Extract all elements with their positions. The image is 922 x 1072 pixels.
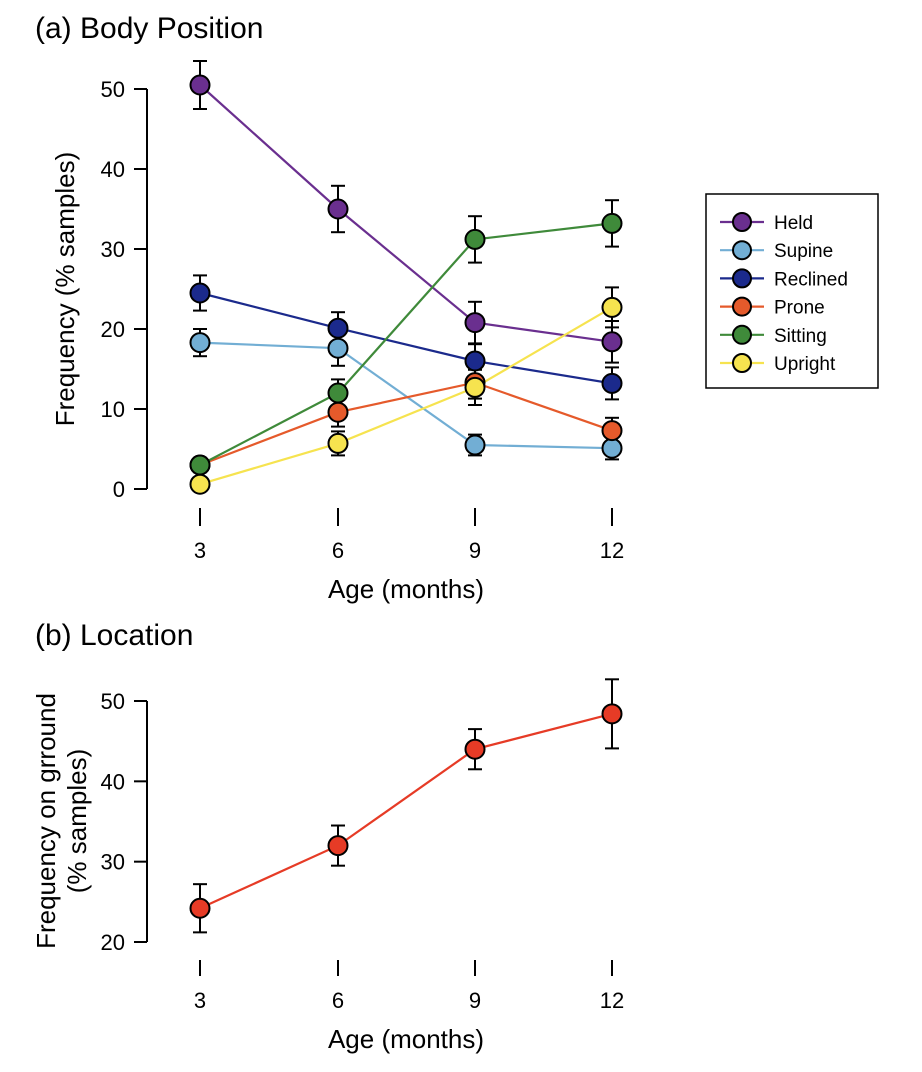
legend-marker [732, 324, 752, 345]
data-point-reclined [327, 317, 349, 339]
x-tick-label: 6 [332, 538, 344, 563]
y-tick-label: 50 [101, 689, 125, 714]
legend-item-held: Held [720, 212, 813, 234]
data-point [601, 703, 623, 725]
y-tick-label: 50 [101, 77, 125, 102]
y-tick-label: 10 [101, 397, 125, 422]
y-tick-label: 30 [101, 237, 125, 262]
data-point-supine [327, 337, 349, 359]
legend-label: Supine [774, 241, 833, 262]
data-point-prone [601, 420, 623, 442]
legend-item-prone: Prone [720, 296, 825, 319]
data-point-held [464, 312, 486, 334]
x-tick-label: 3 [194, 988, 206, 1013]
legend-item-supine: Supine [720, 240, 833, 262]
y-tick-label: 40 [101, 157, 125, 182]
data-point-upright [601, 296, 623, 318]
data-point-upright [327, 432, 349, 454]
chart-b: (b) Location 20 30 40 50 3 6 9 12 Age (months) Fre… [31, 619, 624, 1054]
y-tick-label: 20 [101, 930, 125, 955]
x-tick-label: 3 [194, 538, 206, 563]
legend-label: Held [774, 213, 813, 234]
legend-label: Sitting [774, 326, 827, 347]
legend-marker [732, 296, 752, 317]
legend-label: Upright [774, 354, 836, 375]
data-point-reclined [189, 282, 211, 304]
data-point-reclined [464, 350, 486, 372]
data-point-sitting [601, 212, 623, 234]
data-point-upright [189, 473, 211, 495]
data-point-supine [464, 434, 486, 456]
data-point [327, 835, 349, 857]
y-tick-label: 0 [113, 477, 125, 502]
legend-marker [732, 268, 752, 289]
legend: Held Supine Reclined Prone Sitting Upright [705, 193, 879, 389]
series-line-held [199, 84, 613, 343]
y-tick-label: 30 [101, 850, 125, 875]
legend-label: Prone [774, 298, 825, 319]
series-line-reclined [199, 291, 613, 385]
x-axis-label: Age (months) [328, 574, 484, 604]
legend-item-reclined: Reclined [720, 268, 848, 290]
series-line-sitting [199, 222, 613, 466]
legend-marker [732, 240, 752, 261]
legend-marker [732, 212, 752, 232]
data-point [464, 738, 486, 760]
legend-item-sitting: Sitting [720, 324, 827, 347]
y-axis-label: Frequency (% samples) [50, 152, 80, 427]
legend-item-upright: Upright [720, 353, 836, 375]
chart-title: (a) Body Position [35, 12, 263, 45]
y-tick-label: 20 [101, 317, 125, 342]
x-axis-label: Age (months) [328, 1024, 484, 1054]
chart-a: (a) Body Position 0 10 20 30 40 50 3 6 9 12 Age (mo… [35, 12, 879, 604]
data-point-sitting [464, 228, 486, 250]
series-line-upright [199, 306, 613, 486]
chart-title: (b) Location [35, 619, 193, 652]
data-point-held [189, 74, 211, 96]
y-axis-label: Frequency on grround [31, 693, 61, 949]
x-tick-label: 12 [600, 538, 624, 563]
y-tick-label: 40 [101, 769, 125, 794]
data-point-sitting [189, 454, 211, 476]
legend-marker [732, 353, 752, 373]
x-tick-label: 12 [600, 988, 624, 1013]
data-point-held [327, 198, 349, 220]
data-point-prone [327, 401, 349, 423]
y-axis-label: (% samples) [62, 749, 92, 893]
data-point-sitting [327, 382, 349, 404]
series-line [199, 712, 613, 910]
data-point-reclined [601, 372, 623, 394]
x-tick-label: 9 [469, 538, 481, 563]
x-tick-label: 9 [469, 988, 481, 1013]
series-line-prone [199, 381, 613, 467]
data-point [189, 897, 211, 919]
data-point-held [601, 331, 623, 353]
data-point-upright [464, 376, 486, 398]
legend-label: Reclined [774, 269, 848, 290]
x-tick-label: 6 [332, 988, 344, 1013]
data-point-supine [189, 332, 211, 354]
data-point-supine [601, 437, 623, 459]
